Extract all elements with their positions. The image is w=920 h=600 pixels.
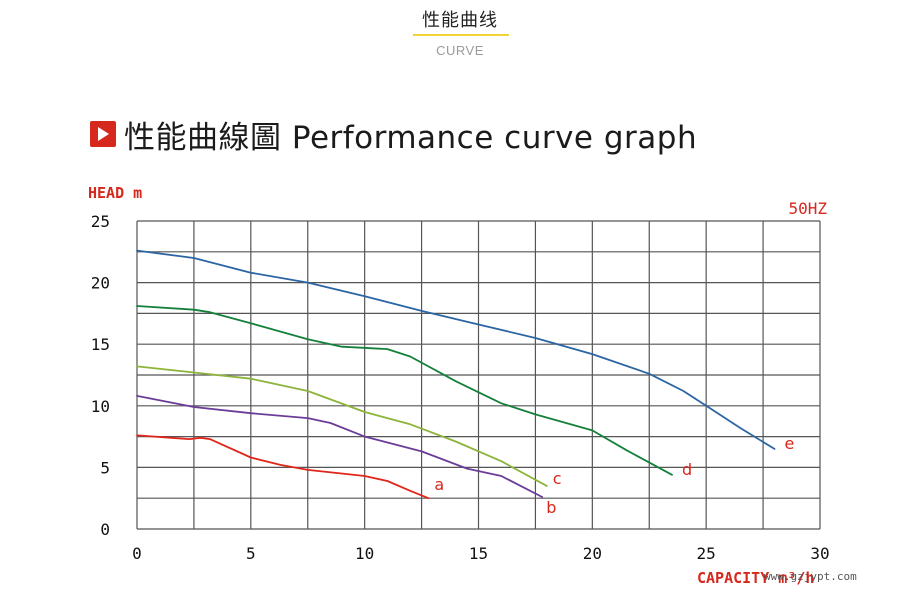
series-label-e: e xyxy=(784,434,794,453)
series-label-d: d xyxy=(682,460,692,479)
play-icon xyxy=(90,121,116,147)
page-subtitle: CURVE xyxy=(436,43,484,58)
x-axis-label: CAPACITY m³/h xyxy=(697,569,814,587)
section-heading-text: 性能曲線圖 Performance curve graph xyxy=(124,119,698,156)
watermark: www.gzjypt.com xyxy=(764,570,857,583)
series-label-b: b xyxy=(546,498,556,517)
y-tick-label: 25 xyxy=(91,212,110,231)
x-tick-label: 5 xyxy=(246,544,256,563)
frequency-label: 50HZ xyxy=(788,199,827,218)
x-tick-label: 15 xyxy=(469,544,488,563)
series-line-e xyxy=(136,249,776,450)
page-title: 性能曲线 xyxy=(422,10,498,31)
y-tick-label: 15 xyxy=(91,335,110,354)
x-tick-label: 10 xyxy=(355,544,374,563)
series-label-c: c xyxy=(553,469,562,488)
series-label-a: a xyxy=(434,475,444,494)
chart-grid xyxy=(136,220,821,530)
y-tick-label: 5 xyxy=(100,458,110,477)
x-tick-label: 0 xyxy=(132,544,142,563)
series-line-b xyxy=(136,395,544,498)
y-tick-label: 10 xyxy=(91,397,110,416)
chart-series xyxy=(136,249,776,500)
y-axis-label: HEAD m xyxy=(88,184,142,202)
series-line-d xyxy=(136,305,673,476)
y-tick-label: 0 xyxy=(100,520,110,539)
y-tick-label: 20 xyxy=(91,274,110,293)
series-line-c xyxy=(136,365,548,487)
section-heading: 性能曲線圖 Performance curve graph xyxy=(90,112,697,156)
x-tick-label: 25 xyxy=(697,544,716,563)
chart-labels: 0 5 10 15 20 25 30 0 5 10 15 20 25 HEAD m CAPACITY m³/… xyxy=(88,184,830,587)
series-line-a xyxy=(136,434,430,500)
title-underline xyxy=(413,34,509,36)
x-tick-label: 30 xyxy=(810,544,829,563)
x-tick-label: 20 xyxy=(583,544,602,563)
